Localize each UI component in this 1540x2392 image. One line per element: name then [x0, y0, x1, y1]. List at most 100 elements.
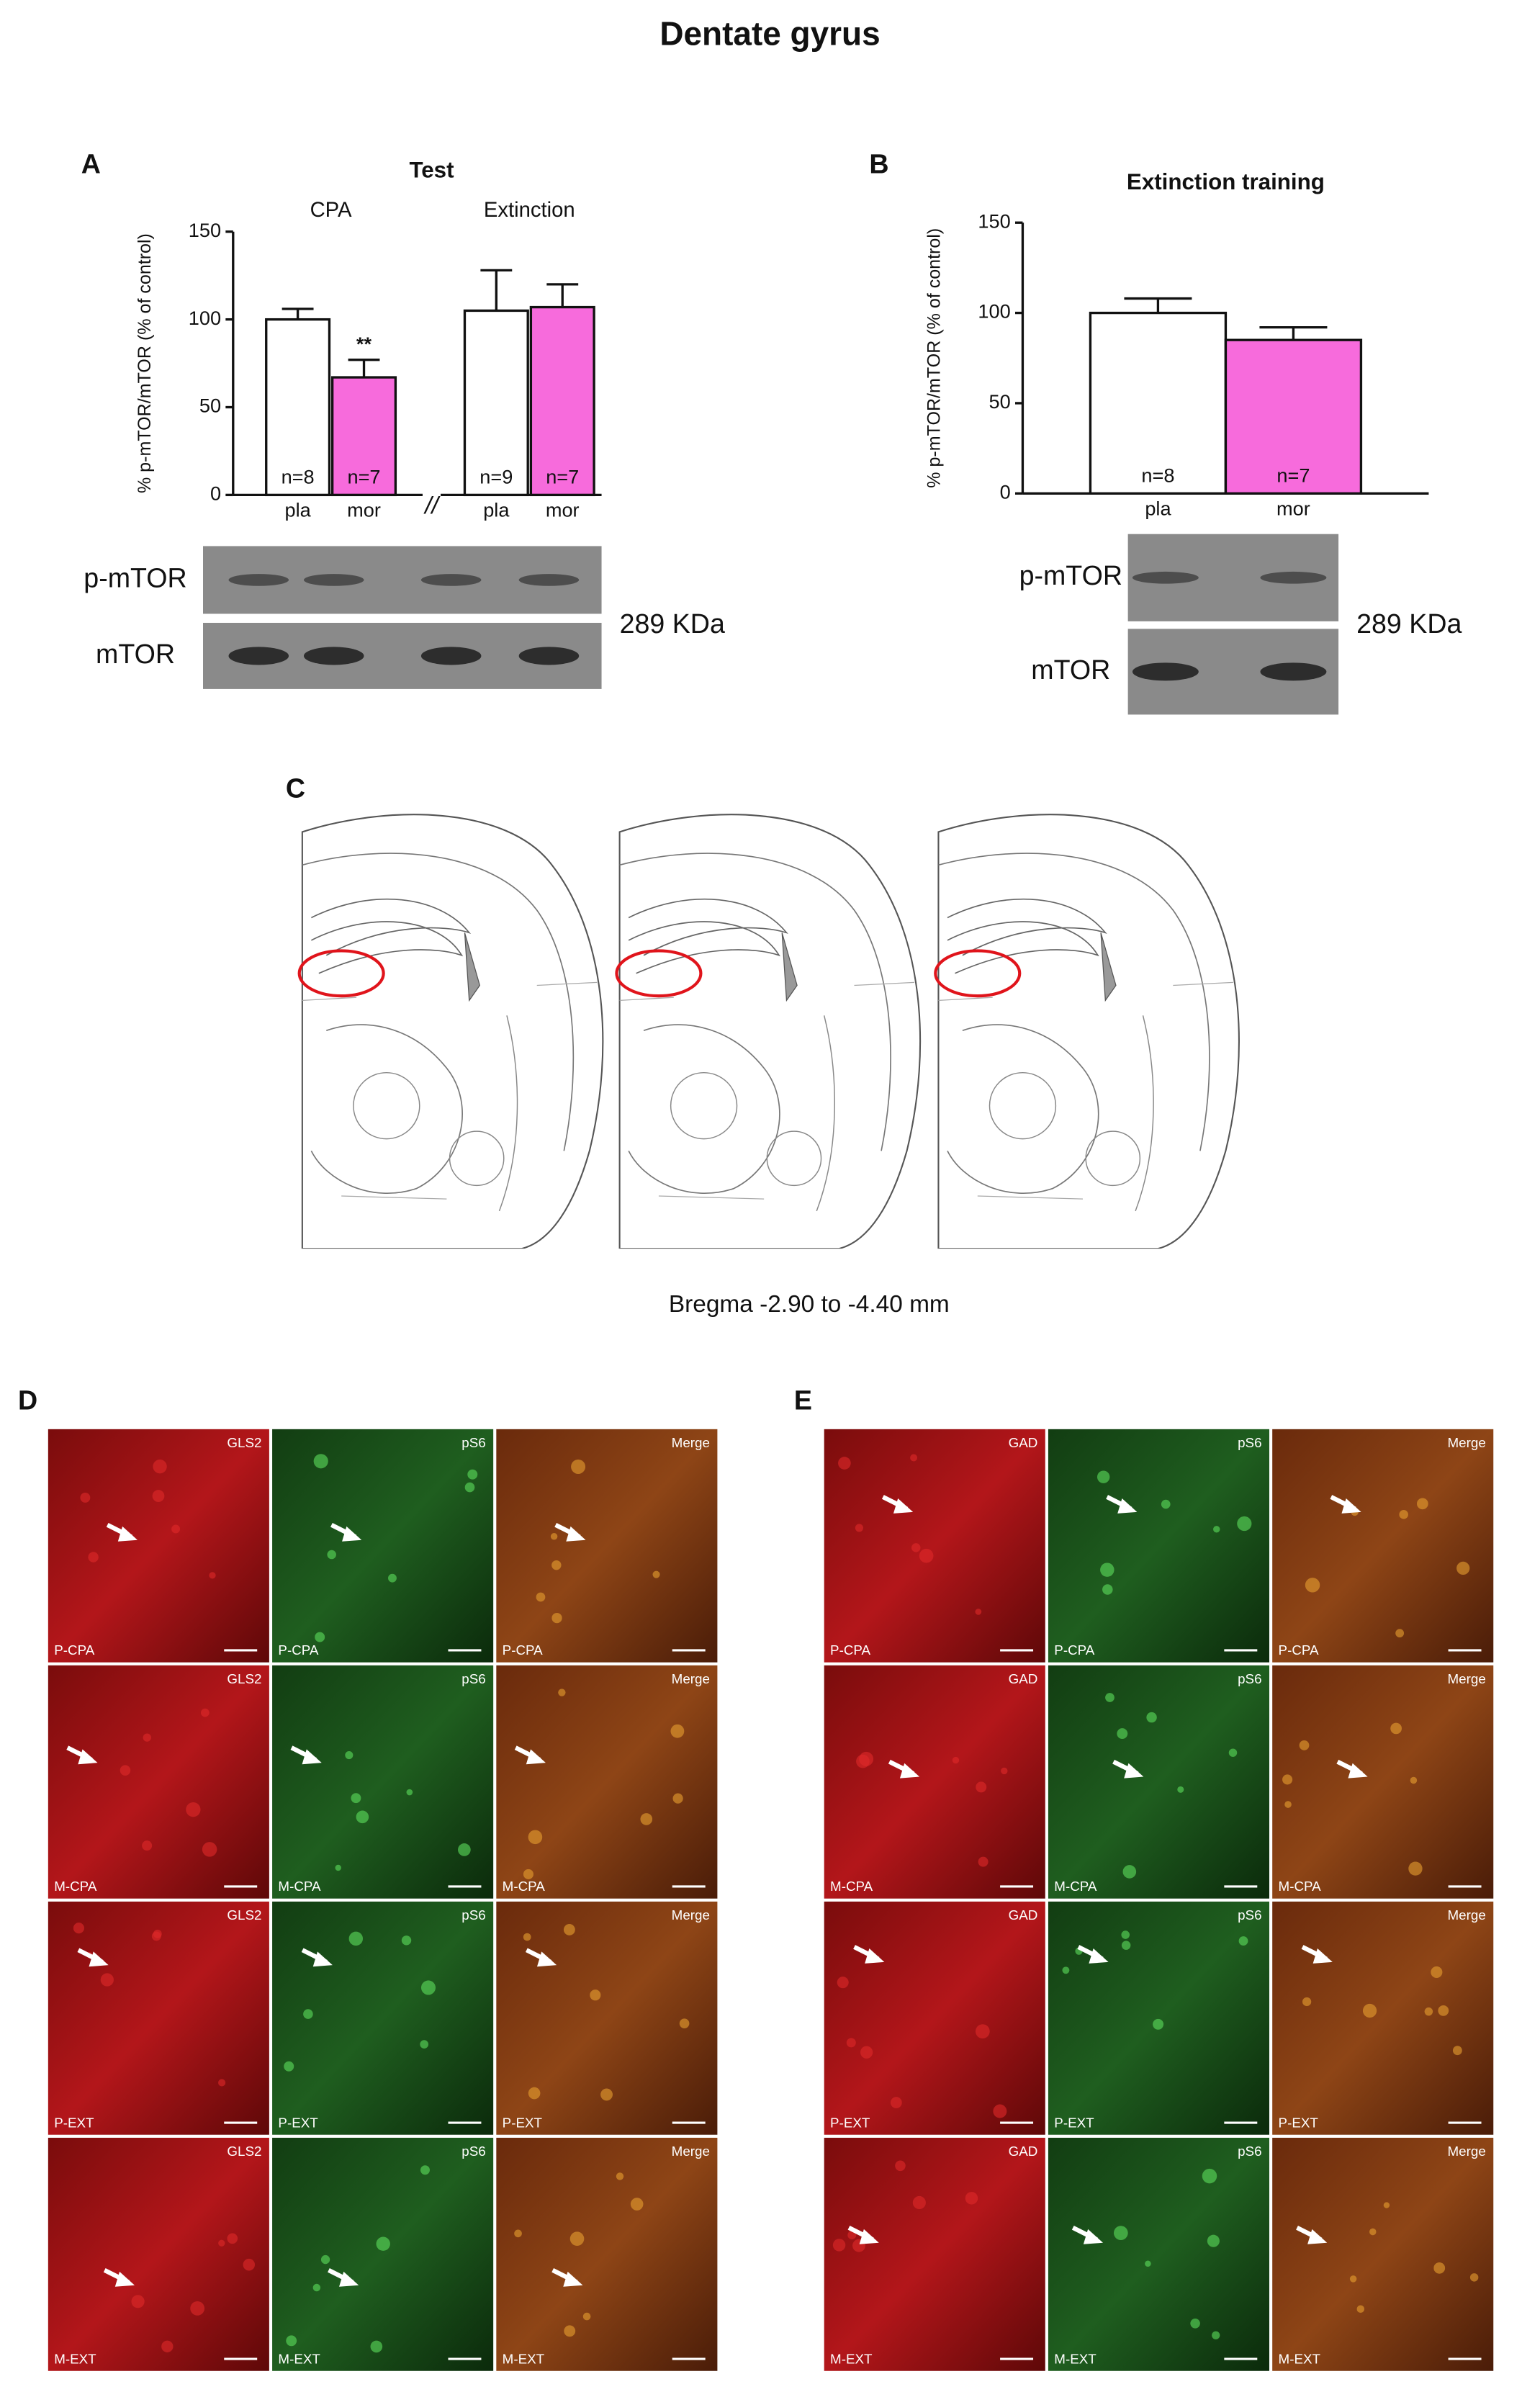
cell-blob	[569, 2231, 585, 2246]
blot-band	[420, 647, 482, 665]
cell-blob	[975, 2024, 990, 2039]
cell-blob	[838, 1457, 851, 1470]
cell-blob	[1456, 1561, 1470, 1575]
cell-blob	[1383, 2202, 1390, 2208]
cell-blob	[1122, 1865, 1137, 1879]
cell-blob	[514, 2229, 522, 2238]
condition-label: M-CPA	[830, 1879, 873, 1894]
cell-blob	[859, 1751, 874, 1766]
arrow-head	[342, 1526, 362, 1542]
cell-blob	[420, 2040, 429, 2049]
cell-blob	[993, 2104, 1007, 2118]
y-tick-label: 150	[189, 219, 221, 241]
cell-blob	[312, 2283, 321, 2292]
cell-blob	[388, 1573, 397, 1583]
x-tick-label: mor	[546, 499, 580, 521]
arrow-head	[78, 1749, 98, 1765]
cell-blob	[327, 1550, 336, 1560]
micrograph	[496, 2137, 718, 2371]
blot-band	[518, 574, 580, 586]
cell-blob	[1228, 1748, 1238, 1757]
cell-blob	[551, 1560, 562, 1570]
cell-blob	[1212, 2331, 1220, 2339]
blot-label: mTOR	[96, 639, 175, 669]
y-tick-label: 150	[978, 210, 1010, 232]
cell-blob	[1399, 1510, 1408, 1519]
cell-blob	[1305, 1578, 1320, 1593]
cell-blob	[832, 2239, 846, 2252]
condition-label: P-CPA	[54, 1642, 95, 1658]
micrograph	[824, 1901, 1045, 2135]
bar	[1224, 338, 1363, 495]
micrograph	[272, 1901, 494, 2135]
cell-blob	[616, 2172, 624, 2180]
blot-label: p-mTOR	[1019, 560, 1122, 590]
cell-blob	[590, 1989, 601, 2001]
cell-blob	[1424, 2007, 1433, 2016]
blot-band	[228, 574, 289, 586]
arrow-head	[865, 1948, 885, 1964]
channel-label: Merge	[672, 2144, 710, 2159]
arrow-head	[1307, 2229, 1328, 2244]
blot-size: 289 KDa	[620, 608, 725, 639]
cell-blob	[564, 2325, 576, 2337]
channel-label: pS6	[461, 1671, 485, 1686]
y-tick-label: 50	[989, 390, 1011, 413]
cell-blob	[88, 1552, 99, 1563]
cell-blob	[1431, 1966, 1443, 1978]
channel-label: pS6	[1238, 1435, 1261, 1450]
panel-letter: B	[869, 148, 888, 179]
channel-label: pS6	[461, 1435, 485, 1450]
bar	[529, 305, 595, 497]
cell-blob	[910, 1454, 918, 1462]
condition-label: M-EXT	[503, 2351, 545, 2366]
cell-blob	[1177, 1786, 1184, 1793]
cell-blob	[523, 1869, 533, 1879]
cell-blob	[161, 2340, 174, 2352]
micrograph	[1048, 1665, 1270, 1899]
arrow-head	[1312, 1948, 1333, 1964]
cell-blob	[1207, 2234, 1220, 2247]
cell-blob	[120, 1765, 131, 1776]
cell-blob	[1238, 1936, 1248, 1946]
channel-label: pS6	[461, 2144, 485, 2159]
arrow-head	[1341, 1498, 1361, 1514]
channel-label: GLS2	[227, 1907, 261, 1923]
y-tick-label: 100	[189, 307, 221, 329]
condition-label: P-CPA	[1279, 1642, 1320, 1658]
cell-blob	[1349, 2275, 1357, 2283]
cell-blob	[652, 1570, 660, 1578]
micrograph	[1272, 2137, 1494, 2371]
cell-blob	[1062, 1966, 1070, 1974]
cell-blob	[1395, 1629, 1405, 1638]
n-label: n=7	[347, 466, 380, 488]
cell-blob	[186, 1802, 201, 1817]
cell-blob	[1190, 2319, 1200, 2329]
cell-blob	[860, 2046, 873, 2059]
x-tick-label: pla	[483, 499, 510, 521]
arrow-head	[312, 1951, 333, 1967]
condition-label: P-EXT	[278, 2115, 318, 2130]
condition-label: P-CPA	[1054, 1642, 1095, 1658]
cell-blob	[1121, 1930, 1130, 1939]
condition-label: P-CPA	[278, 1642, 319, 1658]
cell-blob	[457, 1843, 471, 1856]
cell-blob	[320, 2254, 330, 2265]
channel-label: pS6	[1238, 1671, 1261, 1686]
cell-blob	[284, 2061, 294, 2072]
axis-break: //	[423, 493, 441, 519]
cell-blob	[406, 1789, 413, 1796]
cell-blob	[1284, 1801, 1292, 1808]
cell-blob	[563, 1923, 575, 1935]
n-label: n=9	[479, 466, 513, 488]
atlas-caption: Bregma -2.90 to -4.40 mm	[669, 1291, 950, 1318]
cell-blob	[551, 1612, 562, 1624]
cell-blob	[218, 2079, 226, 2087]
y-tick-label: 100	[978, 300, 1010, 323]
channel-label: GLS2	[227, 2144, 261, 2159]
y-axis-label: % p-mTOR/mTOR (% of control)	[135, 233, 155, 493]
blot-band	[1132, 662, 1199, 681]
cell-blob	[1390, 1722, 1402, 1735]
